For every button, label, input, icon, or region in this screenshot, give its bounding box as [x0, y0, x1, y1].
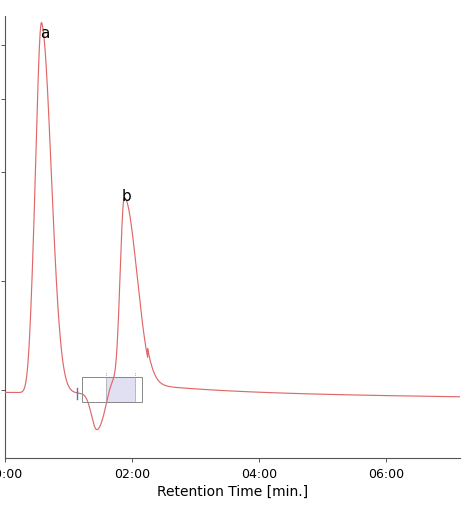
X-axis label: Retention Time [min.]: Retention Time [min.] [157, 485, 308, 499]
Bar [82, 377, 142, 402]
Text: b: b [121, 190, 131, 204]
Text: a: a [40, 26, 50, 41]
Bar [106, 377, 135, 402]
